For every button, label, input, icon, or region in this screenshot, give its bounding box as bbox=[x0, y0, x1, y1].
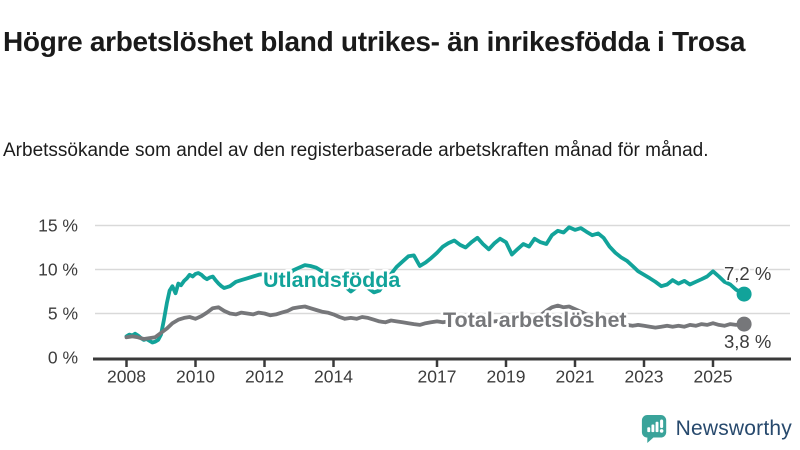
x-tick-label: 2012 bbox=[245, 367, 284, 387]
x-tick-label: 2021 bbox=[556, 367, 595, 387]
series-end-dot-0 bbox=[736, 286, 752, 302]
x-tick-label: 2025 bbox=[694, 367, 733, 387]
end-label-0: 7,2 % bbox=[724, 263, 771, 284]
x-tick-label: 2023 bbox=[625, 367, 664, 387]
chart-subtitle: Arbetssökande som andel av den registerb… bbox=[3, 140, 709, 161]
series-line-0 bbox=[124, 225, 746, 345]
page-title: Högre arbetslöshet bland utrikes- än inr… bbox=[3, 25, 746, 57]
series-label-1: Total arbetslöshet bbox=[443, 308, 627, 332]
x-tick-label: 2014 bbox=[314, 367, 353, 387]
x-tick-label: 2008 bbox=[107, 367, 146, 387]
y-tick-label: 15 % bbox=[38, 216, 78, 236]
y-tick-label: 5 % bbox=[48, 304, 78, 324]
series-end-dot-1 bbox=[736, 316, 752, 332]
end-label-1: 3,8 % bbox=[724, 331, 771, 352]
x-tick-label: 2019 bbox=[487, 367, 526, 387]
y-tick-label: 0 % bbox=[48, 348, 78, 368]
x-tick-label: 2017 bbox=[418, 367, 457, 387]
brand-name: Newsworthy bbox=[675, 417, 792, 440]
unemployment-line-chart: 0 % 5 % 10 % 15 % 2008 2010 2012 2014 2017 2019 20… bbox=[38, 216, 791, 387]
bar-chart-speech-bubble-icon bbox=[641, 415, 666, 443]
y-tick-label: 10 % bbox=[38, 260, 78, 280]
x-tick-label: 2010 bbox=[176, 367, 215, 387]
newsworthy-logo: Newsworthy bbox=[641, 414, 792, 444]
series-line-1 bbox=[124, 303, 746, 341]
series-label-0: Utlandsfödda bbox=[263, 268, 401, 292]
